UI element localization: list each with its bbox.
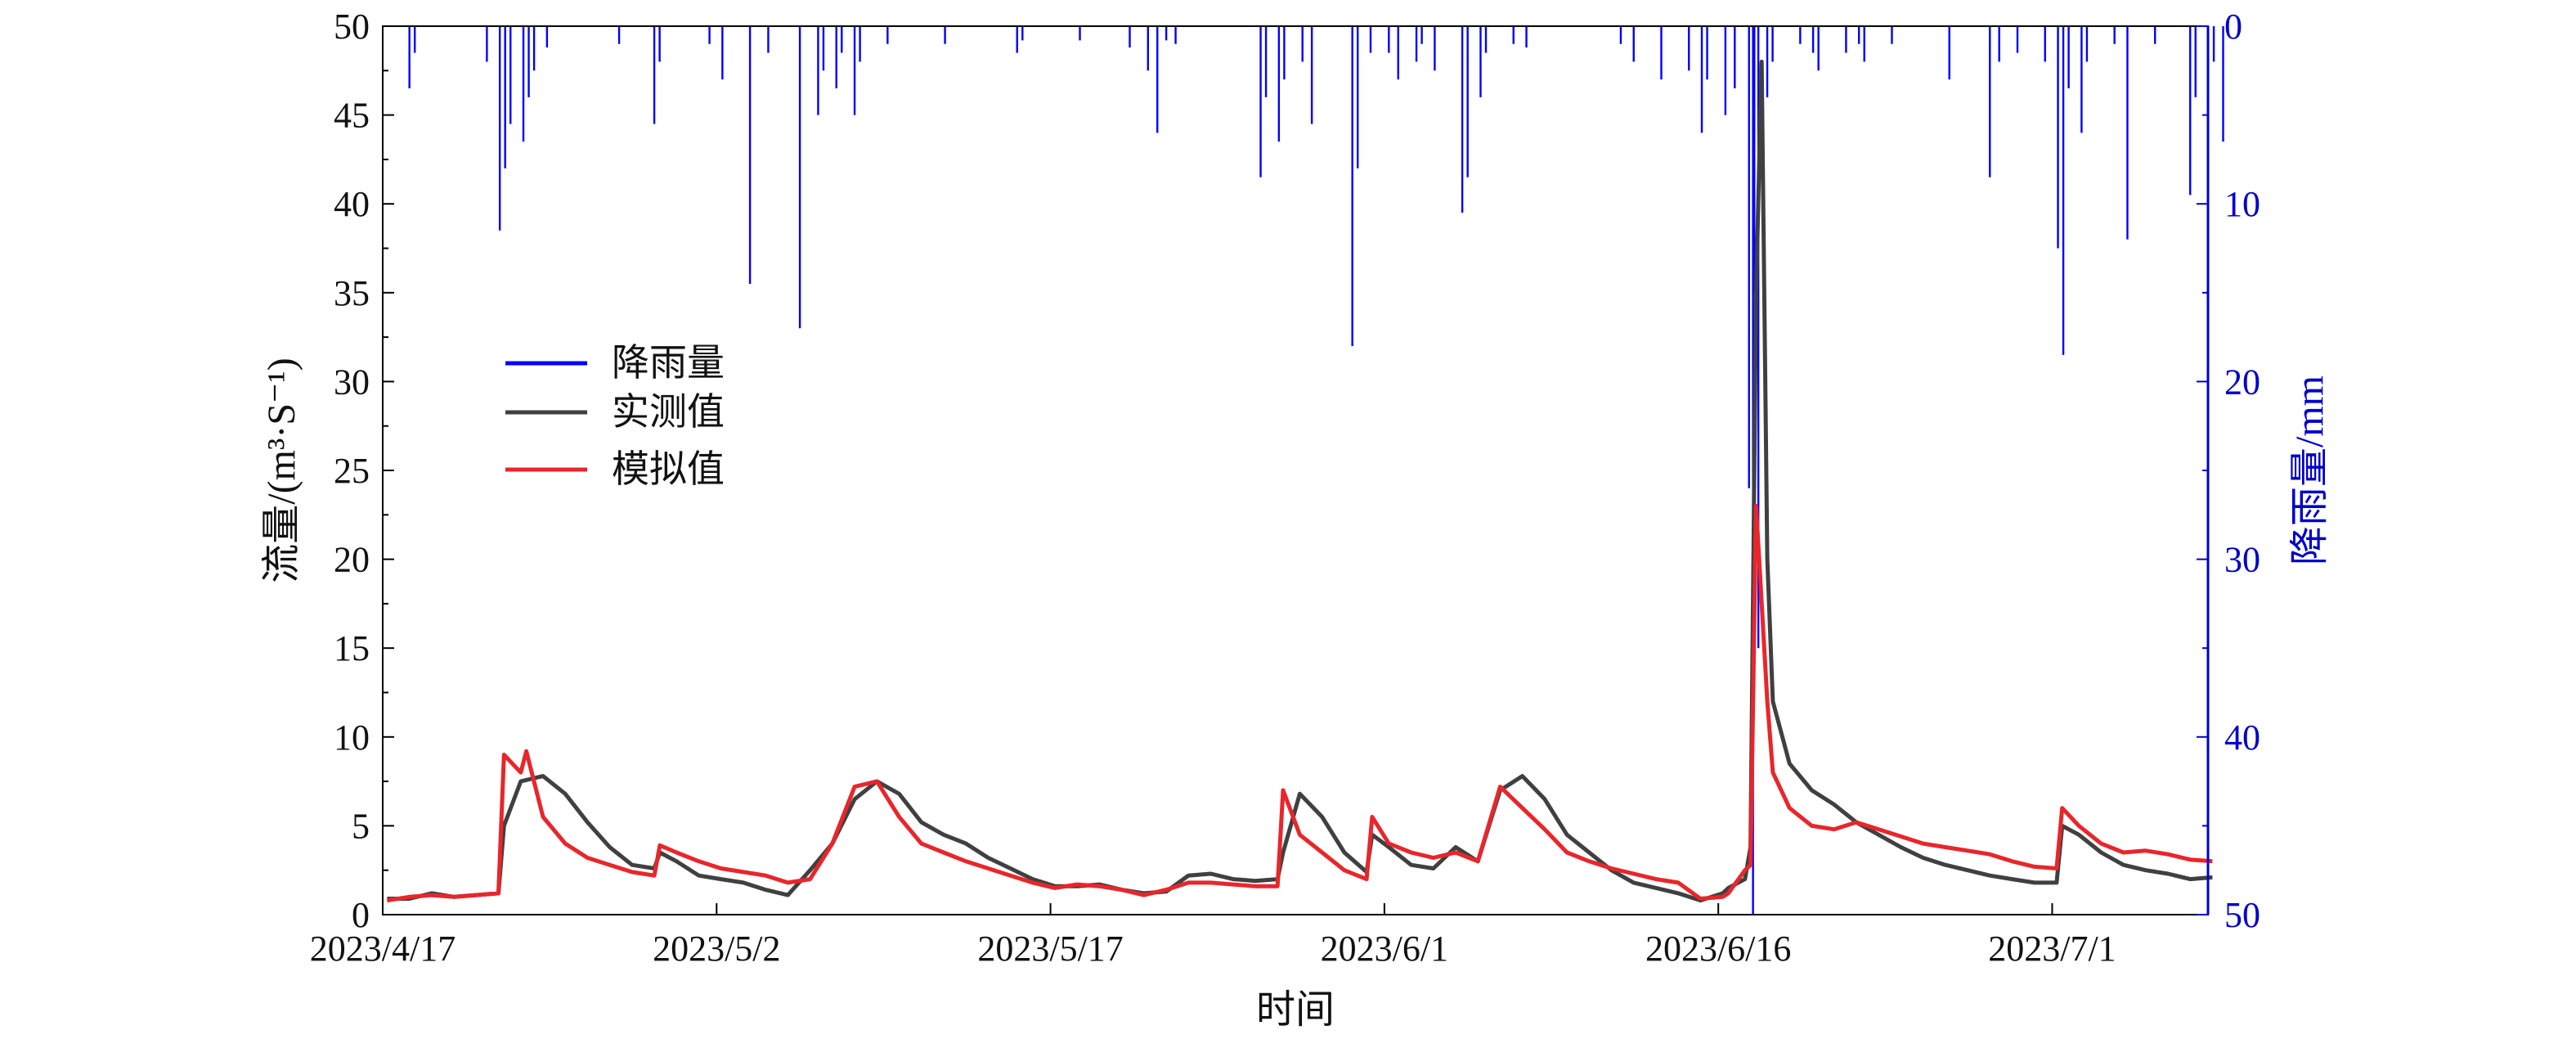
legend-label-rainfall: 降雨量 bbox=[612, 342, 725, 384]
y-tick-label: 0 bbox=[352, 895, 370, 935]
y-tick-label: 20 bbox=[334, 540, 370, 580]
x-axis: 2023/4/17 2023/5/2 2023/5/17 2023/6/1 2023/6… bbox=[310, 903, 2116, 969]
y-tick-label: 10 bbox=[334, 717, 370, 758]
x-axis-title: 时间 bbox=[1256, 988, 1335, 1032]
legend: 降雨量 实测值 模拟值 bbox=[505, 342, 725, 490]
x-tick-label: 2023/4/17 bbox=[310, 929, 456, 969]
y-tick-label: 15 bbox=[334, 628, 370, 668]
x-tick-label: 2023/5/2 bbox=[653, 929, 780, 969]
rainfall-bars bbox=[408, 26, 2224, 915]
y2-tick-label: 40 bbox=[2224, 717, 2260, 758]
y-tick-label: 5 bbox=[352, 806, 370, 846]
y2-tick-label: 10 bbox=[2224, 184, 2260, 224]
y2-axis-title: 降雨量/mm bbox=[2288, 376, 2331, 565]
y-tick-label: 45 bbox=[334, 96, 370, 136]
simulated-flow-line bbox=[387, 503, 2213, 903]
y2-tick-label: 50 bbox=[2224, 895, 2260, 935]
right-axis: 0 10 20 30 40 50 bbox=[2197, 7, 2260, 935]
flow-lines bbox=[387, 59, 2213, 903]
y-tick-label: 25 bbox=[334, 451, 370, 491]
x-tick-label: 2023/5/17 bbox=[977, 929, 1123, 969]
x-tick-label: 2023/6/16 bbox=[1645, 929, 1791, 969]
y-tick-label: 50 bbox=[334, 7, 370, 47]
y-tick-label: 35 bbox=[334, 273, 370, 313]
y-axis-title: 流量/(m³·S⁻¹) bbox=[260, 358, 303, 582]
y-tick-label: 40 bbox=[334, 184, 370, 224]
observed-flow-line bbox=[387, 59, 2213, 903]
legend-label-simulated: 模拟值 bbox=[612, 448, 725, 490]
y2-tick-label: 20 bbox=[2224, 362, 2260, 402]
legend-label-observed: 实测值 bbox=[612, 391, 725, 433]
left-axis: 0 5 10 15 20 25 30 35 40 45 50 bbox=[334, 7, 394, 935]
y2-tick-label: 0 bbox=[2224, 7, 2242, 47]
y2-tick-label: 30 bbox=[2224, 540, 2260, 580]
x-tick-label: 2023/6/1 bbox=[1321, 929, 1448, 969]
x-tick-label: 2023/7/1 bbox=[1988, 929, 2116, 969]
y-tick-label: 30 bbox=[334, 362, 370, 402]
